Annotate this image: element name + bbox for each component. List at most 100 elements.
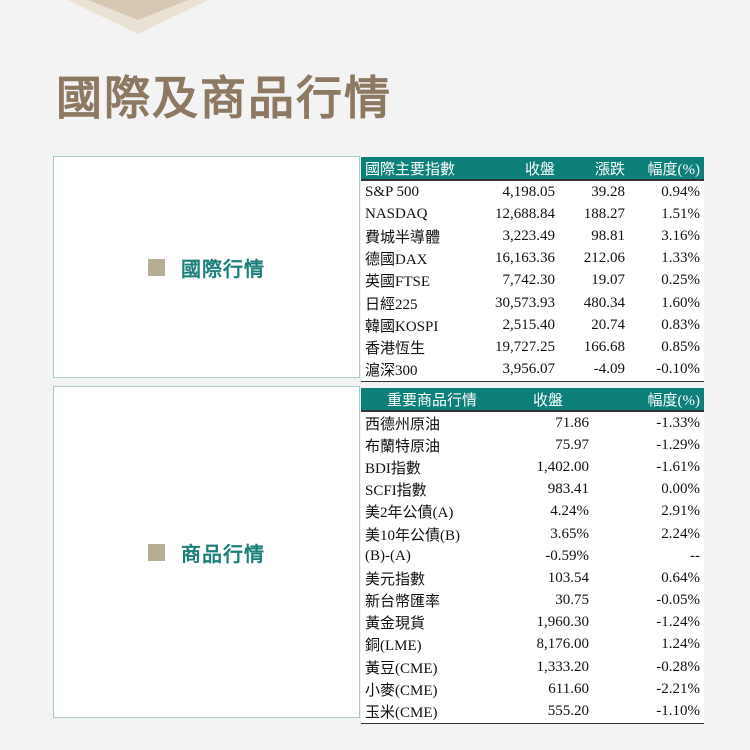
value-cell: -1.10% [656, 703, 700, 720]
value-cell: 98.81 [591, 227, 625, 244]
value-cell: 3,223.49 [502, 227, 556, 244]
column-header: 幅度(%) [629, 157, 704, 181]
row-name-cell: S&P 500 [365, 183, 420, 200]
table-row: 小麥(CME) 611.60 -2.21% [361, 678, 704, 700]
row-name-cell: 黃豆(CME) [365, 660, 438, 677]
international-indices-table: 國際主要指數 收盤 漲跌 幅度(%) S&P 500 4,198.05 39.28 0… [361, 157, 704, 381]
row-name-cell: BDI指數 [365, 460, 421, 477]
value-cell: 480.34 [583, 294, 625, 311]
value-cell: 30.75 [555, 592, 589, 609]
table-row: 美元指數 103.54 0.64% [361, 567, 704, 589]
table-row: 玉米(CME) 555.20 -1.10% [361, 700, 704, 722]
value-cell: 1.51% [661, 205, 700, 222]
value-cell: 2,515.40 [502, 316, 556, 333]
table-header-row: 重要商品行情 收盤 幅度(%) [361, 388, 704, 412]
value-cell: 0.94% [661, 183, 700, 200]
table-row: 新台幣匯率 30.75 -0.05% [361, 590, 704, 612]
value-cell: 19,727.25 [495, 338, 555, 355]
table-row: SCFI指數 983.41 0.00% [361, 479, 704, 501]
value-cell: 2.24% [661, 525, 700, 542]
table-row: 德國DAX 16,163.36 212.06 1.33% [361, 248, 704, 270]
international-table-body: S&P 500 4,198.05 39.28 0.94% NASDAQ 12,688.84… [361, 180, 704, 381]
value-cell: 2.91% [661, 503, 700, 520]
value-cell: 555.20 [547, 703, 589, 720]
value-cell: 166.68 [583, 338, 625, 355]
value-cell: -1.29% [656, 436, 700, 453]
row-name-cell: 美10年公債(B) [365, 527, 460, 544]
value-cell: -2.21% [656, 680, 700, 697]
table-row: BDI指數 1,402.00 -1.61% [361, 456, 704, 478]
row-name-cell: 美2年公債(A) [365, 505, 454, 522]
row-name-cell: SCFI指數 [365, 483, 427, 500]
commodities-section-label: 商品行情 [181, 541, 265, 566]
value-cell: -1.24% [656, 614, 700, 631]
table-row: 英國FTSE 7,742.30 19.07 0.25% [361, 270, 704, 292]
value-cell: -- [690, 547, 700, 564]
row-name-cell: 香港恆生 [365, 340, 426, 357]
row-name-cell: 費城半導體 [365, 229, 441, 246]
square-bullet-icon [148, 543, 165, 561]
value-cell: 983.41 [547, 481, 589, 498]
international-label-box: 國際行情 [53, 156, 360, 378]
value-cell: 0.85% [661, 338, 700, 355]
table-row: 日經225 30,573.93 480.34 1.60% [361, 292, 704, 314]
value-cell: 611.60 [548, 680, 589, 697]
value-cell: 39.28 [591, 183, 625, 200]
table-row: (B)-(A) -0.59% -- [361, 545, 704, 567]
row-name-cell: (B)-(A) [365, 547, 411, 564]
column-header: 漲跌 [559, 157, 629, 181]
table-row: S&P 500 4,198.05 39.28 0.94% [361, 180, 704, 203]
value-cell: 3,956.07 [502, 361, 556, 378]
value-cell: -0.10% [656, 361, 700, 378]
column-header: 幅度(%) [593, 388, 704, 412]
value-cell: 1,402.00 [536, 458, 590, 475]
value-cell: 20.74 [591, 316, 625, 333]
value-cell: 12,688.84 [495, 205, 555, 222]
value-cell: 3.16% [661, 227, 700, 244]
row-name-cell: 美元指數 [365, 571, 426, 588]
value-cell: 1.33% [661, 250, 700, 267]
commodities-label-box: 商品行情 [53, 386, 360, 718]
table-row: 美2年公債(A) 4.24% 2.91% [361, 501, 704, 523]
table-row: 黃金現貨 1,960.30 -1.24% [361, 612, 704, 634]
table-row: 布蘭特原油 75.97 -1.29% [361, 434, 704, 456]
square-bullet-icon [148, 258, 165, 276]
row-name-cell: NASDAQ [365, 205, 428, 222]
value-cell: 188.27 [583, 205, 625, 222]
table-header-row: 國際主要指數 收盤 漲跌 幅度(%) [361, 157, 704, 181]
international-indices-table-panel: 國際主要指數 收盤 漲跌 幅度(%) S&P 500 4,198.05 39.28 0… [361, 157, 704, 382]
value-cell: 1.24% [661, 636, 700, 653]
table-row: 費城半導體 3,223.49 98.81 3.16% [361, 225, 704, 247]
table-row: 西德州原油 71.86 -1.33% [361, 411, 704, 434]
row-name-cell: 德國DAX [365, 252, 428, 269]
commodities-table-panel: 重要商品行情 收盤 幅度(%) 西德州原油 71.86 -1.33% 布蘭特原油 75.… [361, 388, 704, 724]
value-cell: 8,176.00 [536, 636, 590, 653]
value-cell: -1.33% [656, 414, 700, 431]
value-cell: -0.59% [545, 547, 589, 564]
row-name-cell: 新台幣匯率 [365, 594, 441, 611]
commodities-table: 重要商品行情 收盤 幅度(%) 西德州原油 71.86 -1.33% 布蘭特原油 75.… [361, 388, 704, 723]
value-cell: 0.00% [661, 481, 700, 498]
value-cell: -1.61% [656, 458, 700, 475]
value-cell: -0.05% [656, 592, 700, 609]
value-cell: 7,742.30 [502, 272, 556, 289]
value-cell: 1,960.30 [536, 614, 590, 631]
value-cell: 75.97 [555, 436, 589, 453]
commodities-table-body: 西德州原油 71.86 -1.33% 布蘭特原油 75.97 -1.29% BDI指數 1,4… [361, 411, 704, 723]
value-cell: 1.60% [661, 294, 700, 311]
value-cell: -0.28% [656, 658, 700, 675]
value-cell: 0.83% [661, 316, 700, 333]
table-row: 韓國KOSPI 2,515.40 20.74 0.83% [361, 314, 704, 336]
row-name-cell: 滬深300 [365, 363, 418, 380]
page-title: 國際及商品行情 [56, 71, 392, 125]
value-cell: -4.09 [593, 361, 625, 378]
value-cell: 0.25% [661, 272, 700, 289]
value-cell: 103.54 [547, 569, 589, 586]
value-cell: 71.86 [555, 414, 589, 431]
value-cell: 4,198.05 [502, 183, 556, 200]
value-cell: 30,573.93 [495, 294, 555, 311]
row-name-cell: 韓國KOSPI [365, 318, 439, 335]
table-row: 銅(LME) 8,176.00 1.24% [361, 634, 704, 656]
column-header: 重要商品行情 [361, 388, 503, 412]
column-header: 收盤 [503, 388, 593, 412]
